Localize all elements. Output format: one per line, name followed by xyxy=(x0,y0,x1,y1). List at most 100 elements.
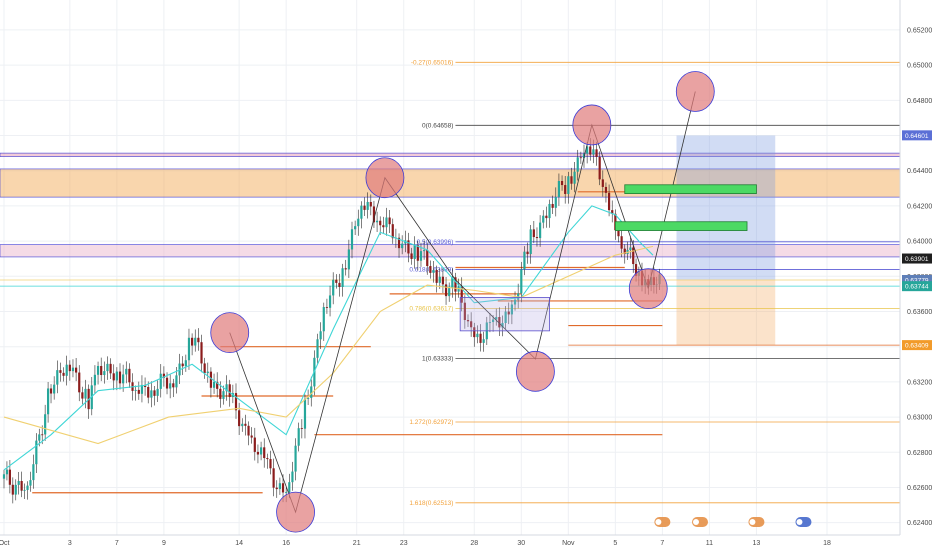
candle-body xyxy=(419,251,423,261)
candle-body xyxy=(109,363,112,374)
candle-body xyxy=(379,220,382,226)
candle-body xyxy=(184,360,187,367)
candle-body xyxy=(316,339,319,358)
time-tick-label: 28 xyxy=(470,540,478,547)
candle-body xyxy=(234,393,238,411)
time-axis: Oct 3 7 9 14 16 21 23 28 30 Nov 5 7 11 13 18 xyxy=(0,534,932,550)
candle-body xyxy=(65,364,68,376)
candle-body xyxy=(169,383,172,389)
candle-body xyxy=(288,482,291,493)
candle-body xyxy=(112,373,115,381)
pivot-circle xyxy=(276,491,315,533)
price-tag-label: 0.63409 xyxy=(905,343,929,350)
candle-body xyxy=(634,264,638,276)
candle-body xyxy=(372,206,376,223)
price-tag-label: 0.63744 xyxy=(905,284,929,291)
zone-layer xyxy=(0,135,901,345)
candle-body xyxy=(53,384,56,394)
candle-body xyxy=(38,434,41,441)
candle-body xyxy=(520,269,523,294)
candle-body xyxy=(391,224,394,239)
time-axis-bg xyxy=(0,535,932,550)
candle-body xyxy=(366,201,369,210)
candle-body xyxy=(278,483,281,490)
candle-body xyxy=(632,247,635,265)
candle-body xyxy=(75,367,78,373)
candle-body xyxy=(332,279,335,296)
candle-body xyxy=(134,389,137,391)
candle-body xyxy=(385,217,388,228)
candle-body xyxy=(363,205,366,210)
candle-body xyxy=(238,410,241,427)
candle-body xyxy=(357,218,360,227)
candle-body xyxy=(382,225,385,228)
economic-event-icon[interactable] xyxy=(795,517,812,527)
candle-body xyxy=(413,245,416,259)
candle-body xyxy=(473,327,476,338)
candle-body xyxy=(560,180,564,186)
candle-body xyxy=(44,414,47,435)
candle-body xyxy=(219,388,222,399)
economic-event-icon[interactable] xyxy=(748,517,765,527)
candle-body xyxy=(106,363,109,372)
candle-body xyxy=(250,435,253,438)
candle-body xyxy=(291,471,294,483)
candle-body xyxy=(103,371,106,376)
economic-event-icon[interactable] xyxy=(654,517,671,527)
candle-body xyxy=(539,222,542,239)
pivot-circle xyxy=(516,350,555,392)
annotation-layer xyxy=(210,71,757,533)
candle-body xyxy=(5,469,9,475)
candle-body xyxy=(466,320,470,322)
price-axis: 0.652000.650000.648000.646000.644000.642… xyxy=(899,0,932,550)
candle-body xyxy=(586,146,589,154)
price-tag xyxy=(902,281,932,292)
candle-body xyxy=(35,440,38,465)
candle-body xyxy=(491,319,495,323)
candle-body xyxy=(41,434,44,436)
candle-body xyxy=(510,304,513,315)
event-icons[interactable] xyxy=(654,517,812,527)
candle-body xyxy=(156,388,159,396)
flag-icon xyxy=(693,519,699,525)
candle-body xyxy=(325,307,329,308)
candle-body xyxy=(200,342,203,364)
candle-body xyxy=(470,321,473,328)
candle-body xyxy=(567,176,570,194)
candle-body xyxy=(272,468,275,488)
time-tick-label: 14 xyxy=(235,540,243,547)
candle-body xyxy=(589,146,592,155)
candle-body xyxy=(140,384,144,394)
candle-body xyxy=(175,375,178,388)
candle-body xyxy=(62,372,65,376)
economic-event-icon[interactable] xyxy=(692,517,708,527)
candle-body xyxy=(441,276,445,285)
candle-body xyxy=(297,428,300,446)
time-tick-label: 21 xyxy=(353,540,361,547)
time-tick-label: 30 xyxy=(517,540,525,547)
fib-level-label: 1.618(0.62513) xyxy=(409,500,453,507)
candle-body xyxy=(444,284,448,297)
candle-body xyxy=(172,383,175,388)
candle-body xyxy=(592,149,595,155)
candle-body xyxy=(56,370,59,385)
candle-body xyxy=(504,311,507,324)
candle-body xyxy=(498,317,501,328)
candle-body xyxy=(548,203,551,219)
candle-body xyxy=(68,364,71,372)
candle-body xyxy=(84,388,87,399)
candle-body xyxy=(554,197,557,208)
candle-body xyxy=(523,251,526,270)
candle-body xyxy=(322,307,325,332)
flag-icon xyxy=(796,519,803,525)
candle-body xyxy=(448,288,451,297)
ema-fast-line xyxy=(3,205,654,471)
candle-body xyxy=(369,201,372,207)
candle-body xyxy=(209,371,213,388)
price-tag-label: 0.64601 xyxy=(905,133,929,140)
candle-body xyxy=(576,157,579,172)
candle-body xyxy=(526,251,529,255)
candle-body xyxy=(423,250,426,252)
fib-level-label: -0.27(0.65016) xyxy=(411,59,454,66)
